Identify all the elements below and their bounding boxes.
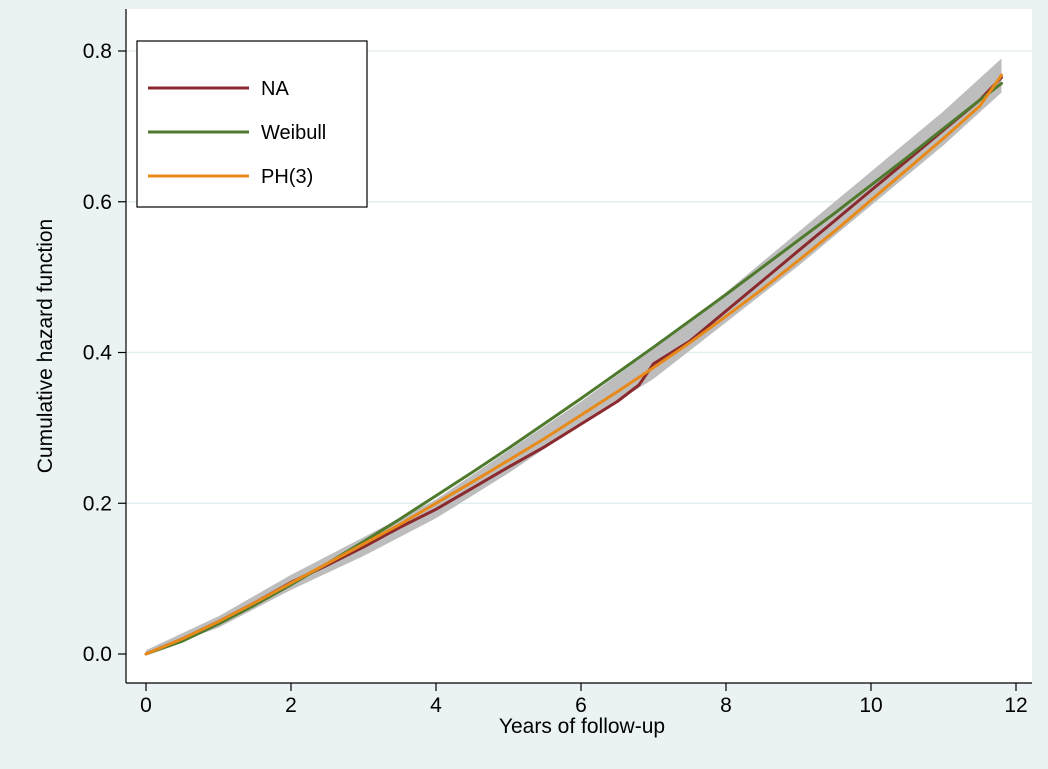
legend-label-ph-3: PH(3) <box>261 166 313 188</box>
x-tick-label: 2 <box>285 694 297 717</box>
x-tick-label: 0 <box>140 694 152 717</box>
y-tick-label: 0.8 <box>83 40 112 63</box>
legend-label-weibull: Weibull <box>261 122 326 144</box>
x-tick-label: 4 <box>430 694 442 717</box>
y-tick-label: 0.2 <box>83 492 112 515</box>
y-tick-label: 0.4 <box>83 342 113 365</box>
x-tick-label: 8 <box>720 694 732 717</box>
x-tick-label: 10 <box>859 694 882 717</box>
series-layer <box>144 73 1003 656</box>
legend-label-na: NA <box>261 78 289 100</box>
x-tick-label: 6 <box>575 694 587 717</box>
y-axis-title: Cumulative hazard function <box>34 219 57 473</box>
series-line-ph-3 <box>144 73 1003 656</box>
legend: NA Weibull PH(3) <box>136 40 368 208</box>
y-tick-label: 0.6 <box>83 191 112 214</box>
legend-box <box>136 40 368 208</box>
axes-layer: 0.0 0.2 0.4 0.6 0.8 0 2 4 6 8 10 12 <box>83 9 1032 717</box>
x-axis-title: Years of follow-up <box>499 715 665 738</box>
y-tick-label: 0.0 <box>83 643 112 666</box>
x-tick-label: 12 <box>1004 694 1027 717</box>
